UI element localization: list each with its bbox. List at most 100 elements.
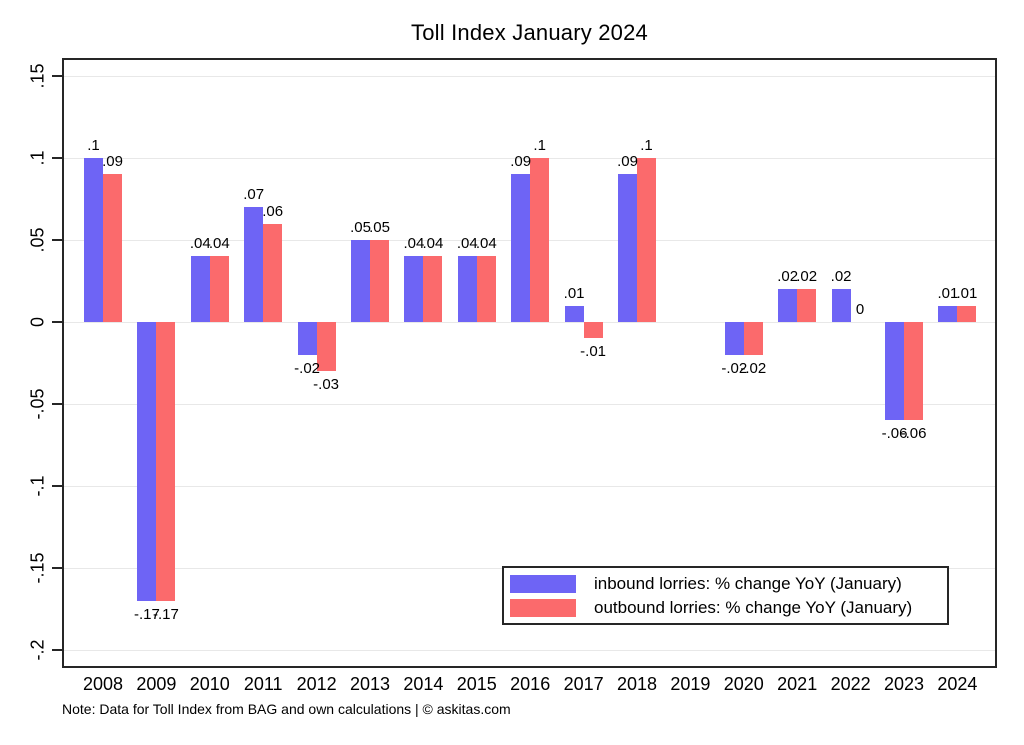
bar-inbound-2010 <box>190 256 210 322</box>
bar-outbound-2023 <box>904 322 923 421</box>
bar-label-outbound-2009: -.17 <box>152 605 179 623</box>
legend: inbound lorries: % change YoY (January) … <box>502 566 949 625</box>
gridline <box>64 157 995 159</box>
x-axis-tick-label: 2011 <box>243 674 283 694</box>
x-axis-tick-label: 2015 <box>456 674 497 694</box>
y-axis-tick-label: 0 <box>27 316 48 328</box>
y-axis-tick-label: -.1 <box>27 475 48 497</box>
bar-inbound-2018 <box>618 174 637 322</box>
legend-swatch-outbound-icon <box>510 598 576 617</box>
y-axis-tick <box>52 649 62 651</box>
bar-outbound-2015 <box>476 256 496 322</box>
x-axis-tick-label: 2013 <box>349 674 391 694</box>
bar-label-inbound-2009: -.17 <box>133 605 160 623</box>
bar-outbound-2017 <box>583 322 603 339</box>
bar-label-inbound-2015: .04 <box>456 235 478 253</box>
y-axis-tick <box>52 567 62 569</box>
bar-outbound-2010 <box>209 256 229 322</box>
bar-label-inbound-2024: .01 <box>937 284 959 302</box>
legend-item-inbound: inbound lorries: % change YoY (January) <box>504 572 947 596</box>
bar-label-outbound-2024: .01 <box>956 284 978 302</box>
legend-swatch-inbound-icon <box>510 574 576 593</box>
y-axis-tick <box>52 157 62 159</box>
gridline <box>64 321 995 323</box>
bar-label-outbound-2020: -.02 <box>740 359 767 377</box>
bar-label-outbound-2012: -.03 <box>313 376 340 394</box>
bar-label-inbound-2012: -.02 <box>294 359 321 377</box>
bar-label-inbound-2016: .09 <box>510 153 532 171</box>
bar-label-inbound-2013: .05 <box>350 219 371 236</box>
bar-inbound-2013 <box>351 240 370 322</box>
bar-label-inbound-2011: .07 <box>243 186 265 204</box>
legend-label-inbound: inbound lorries: % change YoY (January) <box>594 573 902 593</box>
bar-label-outbound-2015: .04 <box>475 235 497 253</box>
y-axis-tick-label: .15 <box>27 63 48 89</box>
chart-title: Toll Index January 2024 <box>411 20 648 45</box>
bar-label-outbound-2017: -.01 <box>580 343 607 361</box>
y-axis-tick-label: -.15 <box>27 552 48 584</box>
bar-inbound-2015 <box>457 256 477 322</box>
legend-label-outbound: outbound lorries: % change YoY (January) <box>594 597 913 617</box>
bar-label-outbound-2016: .1 <box>533 137 546 154</box>
bar-inbound-2021 <box>778 289 798 322</box>
bar-outbound-2008 <box>103 174 122 322</box>
bar-outbound-2020 <box>743 322 763 355</box>
x-axis-tick-label: 2017 <box>563 674 604 694</box>
x-axis-tick-label: 2020 <box>723 674 764 694</box>
bar-label-outbound-2023: -.06 <box>900 425 927 443</box>
bar-label-inbound-2018: .09 <box>617 153 638 171</box>
bar-inbound-2009 <box>137 322 157 601</box>
y-axis-tick-label: -.2 <box>27 639 48 661</box>
gridline <box>64 403 995 405</box>
bar-label-inbound-2021: .02 <box>777 268 799 286</box>
legend-item-outbound: outbound lorries: % change YoY (January) <box>504 596 947 620</box>
y-axis-tick <box>52 239 62 241</box>
bar-label-outbound-2008: .09 <box>102 153 123 171</box>
x-axis-tick-label: 2016 <box>510 674 551 694</box>
bar-label-inbound-2014: .04 <box>403 235 425 253</box>
bar-inbound-2008 <box>84 158 103 322</box>
y-axis-tick <box>52 403 62 405</box>
bar-inbound-2014 <box>404 256 424 322</box>
bar-outbound-2012 <box>316 322 336 372</box>
y-axis-tick-label: .05 <box>27 227 48 253</box>
x-axis-tick-label: 2012 <box>296 674 337 694</box>
bar-label-inbound-2022: .02 <box>830 268 852 286</box>
bar-inbound-2024 <box>938 305 958 322</box>
gridline <box>64 75 995 77</box>
x-axis-tick-label: 2014 <box>403 674 444 694</box>
y-axis-tick <box>52 321 62 323</box>
x-axis-tick-label: 2022 <box>830 674 871 694</box>
y-axis-tick <box>52 75 62 77</box>
bar-outbound-2014 <box>423 256 443 322</box>
bar-inbound-2020 <box>724 322 744 355</box>
bar-label-outbound-2013: .05 <box>369 219 390 236</box>
x-axis-tick-label: 2010 <box>189 674 230 694</box>
bar-label-outbound-2014: .04 <box>422 235 444 253</box>
x-axis-tick-label: 2019 <box>670 674 711 694</box>
chart-note: Note: Data for Toll Index from BAG and o… <box>62 701 511 717</box>
bar-label-outbound-2010: .04 <box>208 235 230 253</box>
bar-label-inbound-2023: -.06 <box>881 425 908 443</box>
y-axis-tick-label: .1 <box>27 150 48 166</box>
bar-outbound-2013 <box>370 240 389 322</box>
bar-label-inbound-2008: .1 <box>87 137 100 154</box>
x-axis-tick-label: 2023 <box>883 674 925 694</box>
bar-label-inbound-2020: -.02 <box>721 359 748 377</box>
x-axis-tick-label: 2009 <box>136 674 177 694</box>
bar-label-outbound-2022: 0 <box>855 301 865 318</box>
bar-outbound-2009 <box>156 322 176 601</box>
bar-inbound-2023 <box>885 322 904 421</box>
x-axis-tick-label: 2021 <box>777 674 818 694</box>
bar-outbound-2016 <box>530 158 550 322</box>
gridline <box>64 649 995 651</box>
bar-outbound-2024 <box>957 305 977 322</box>
bar-inbound-2022 <box>831 289 851 322</box>
bar-label-outbound-2011: .06 <box>262 202 284 220</box>
bar-inbound-2017 <box>564 305 584 322</box>
x-axis-tick-label: 2008 <box>82 674 124 694</box>
gridline <box>64 485 995 487</box>
bar-inbound-2016 <box>511 174 531 322</box>
bar-outbound-2018 <box>637 158 656 322</box>
